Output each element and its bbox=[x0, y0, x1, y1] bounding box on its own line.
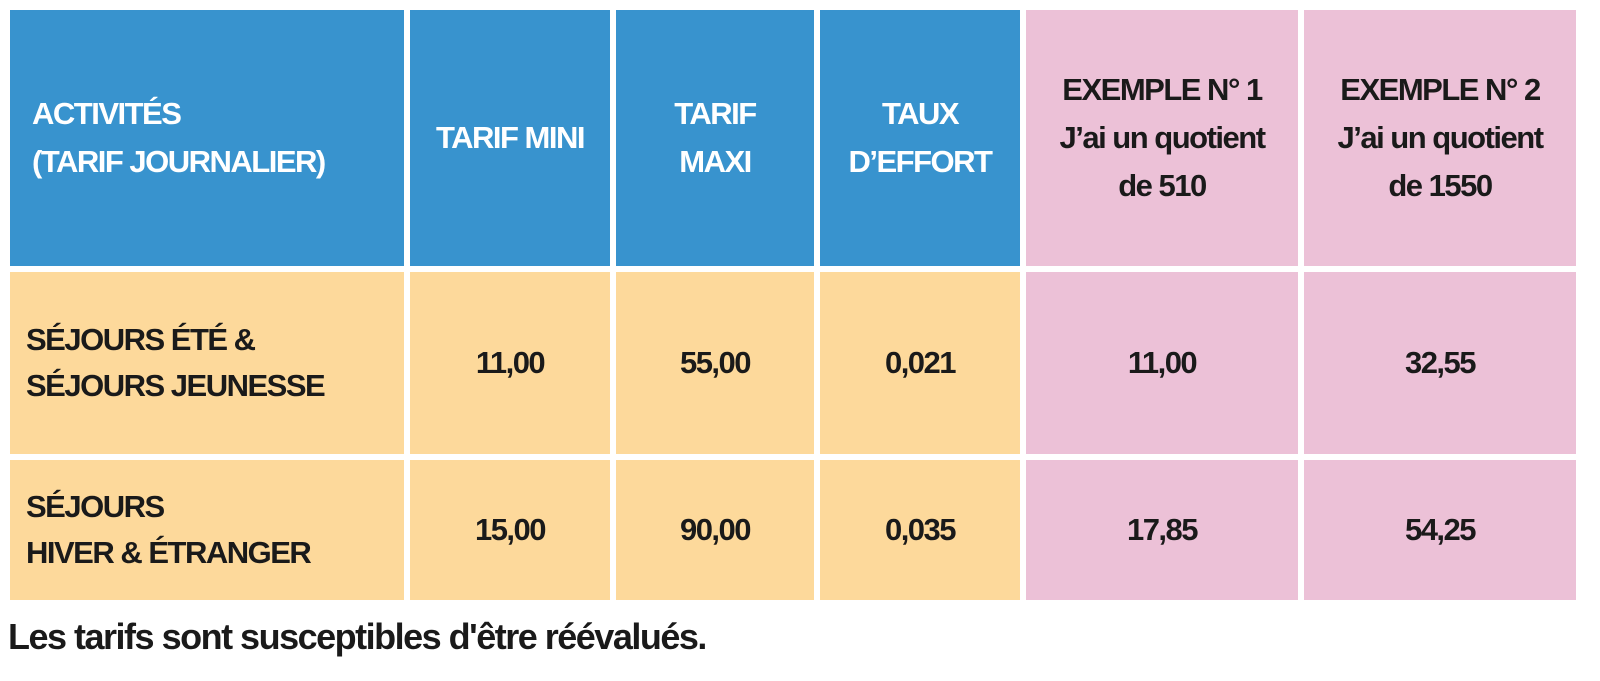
header-exemple-1: EXEMPLE N° 1 J’ai un quotient de 510 bbox=[1026, 10, 1298, 266]
cell-exemple-2: 32,55 bbox=[1304, 272, 1576, 454]
header-exemple-2: EXEMPLE N° 2 J’ai un quotient de 1550 bbox=[1304, 10, 1576, 266]
header-tarif-mini: TARIF MINI bbox=[410, 10, 610, 266]
cell-tarif-maxi: 55,00 bbox=[616, 272, 814, 454]
cell-exemple-1: 11,00 bbox=[1026, 272, 1298, 454]
cell-exemple-1: 17,85 bbox=[1026, 460, 1298, 600]
tarifs-table-container: ACTIVITÉS (TARIF JOURNALIER) TARIF MINI … bbox=[10, 10, 1576, 600]
cell-activite: SÉJOURS HIVER & ÉTRANGER bbox=[10, 460, 404, 600]
header-taux-effort: TAUX D’EFFORT bbox=[820, 10, 1020, 266]
cell-tarif-mini: 15,00 bbox=[410, 460, 610, 600]
cell-activite: SÉJOURS ÉTÉ & SÉJOURS JEUNESSE bbox=[10, 272, 404, 454]
header-tarif-maxi: TARIF MAXI bbox=[616, 10, 814, 266]
table-row: SÉJOURS ÉTÉ & SÉJOURS JEUNESSE 11,00 55,… bbox=[10, 272, 1576, 454]
cell-tarif-mini: 11,00 bbox=[410, 272, 610, 454]
footnote: Les tarifs sont susceptibles d'être réév… bbox=[8, 616, 707, 657]
header-activites: ACTIVITÉS (TARIF JOURNALIER) bbox=[10, 10, 404, 266]
cell-taux-effort: 0,035 bbox=[820, 460, 1020, 600]
table-row: SÉJOURS HIVER & ÉTRANGER 15,00 90,00 0,0… bbox=[10, 460, 1576, 600]
cell-tarif-maxi: 90,00 bbox=[616, 460, 814, 600]
tarifs-table: ACTIVITÉS (TARIF JOURNALIER) TARIF MINI … bbox=[4, 4, 1582, 606]
table-header-row: ACTIVITÉS (TARIF JOURNALIER) TARIF MINI … bbox=[10, 10, 1576, 266]
cell-exemple-2: 54,25 bbox=[1304, 460, 1576, 600]
cell-taux-effort: 0,021 bbox=[820, 272, 1020, 454]
